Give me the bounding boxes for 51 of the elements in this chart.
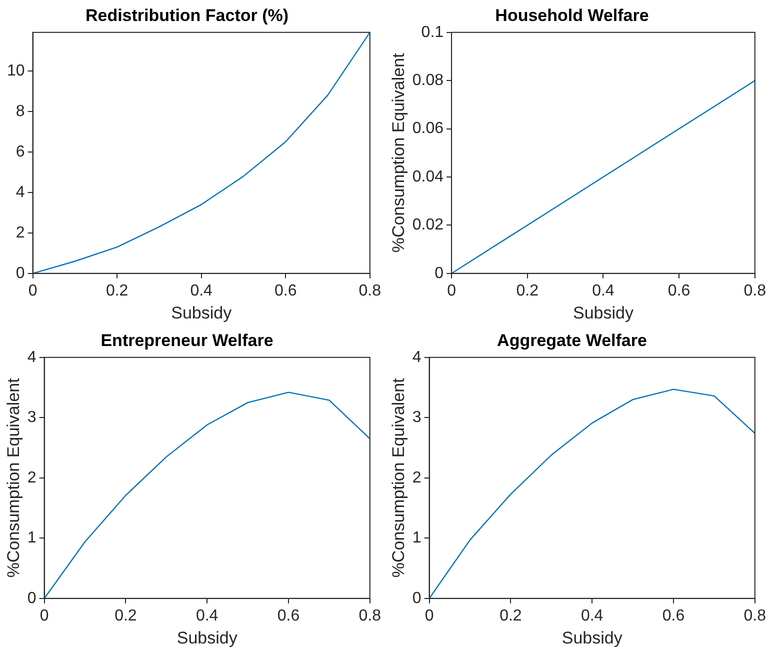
x-axis-title: Subsidy (176, 628, 238, 648)
x-tick-label: 0.2 (114, 607, 137, 624)
x-tick-label: 0 (447, 282, 456, 300)
y-tick-label: 0 (16, 264, 25, 282)
x-tick-label: 0.4 (580, 607, 604, 624)
chart-title: Household Welfare (495, 6, 649, 25)
x-tick-label: 0.4 (190, 282, 213, 300)
chart-title: Entrepreneur Welfare (100, 330, 274, 350)
x-tick-label: 0.8 (744, 607, 766, 624)
x-tick-label: 0.2 (106, 282, 128, 300)
x-tick-label: 0.6 (274, 282, 297, 300)
y-axis-title: %Consumption Equivalent (388, 378, 408, 578)
x-tick-label: 0.6 (277, 607, 300, 624)
x-tick-label: 0.6 (668, 282, 690, 300)
y-tick-label: 1 (412, 530, 422, 547)
chart-title: Redistribution Factor (%) (85, 6, 289, 25)
y-tick-label: 1 (27, 530, 36, 547)
y-tick-label: 4 (27, 348, 36, 366)
y-axis-title: %Consumption Equivalent (4, 378, 23, 578)
x-tick-label: 0.4 (196, 607, 218, 624)
x-tick-label: 0.8 (358, 282, 382, 300)
x-axis-title: Subsidy (572, 303, 634, 322)
chart-title: Aggregate Welfare (497, 330, 647, 350)
y-tick-label: 3 (412, 409, 422, 426)
y-tick-label: 8 (16, 102, 25, 120)
y-axis-title: %Consumption Equivalent (388, 52, 408, 253)
y-tick-label: 0 (434, 264, 444, 282)
x-tick-label: 0.8 (744, 282, 766, 300)
y-tick-label: 10 (7, 62, 25, 80)
y-tick-label: 0.1 (421, 24, 444, 41)
x-axis-title: Subsidy (562, 628, 623, 648)
x-tick-label: 0.8 (358, 607, 382, 624)
x-tick-label: 0.4 (592, 282, 614, 300)
y-tick-label: 6 (16, 143, 25, 160)
y-tick-label: 0 (27, 590, 36, 607)
x-tick-label: 0.6 (662, 607, 685, 624)
y-tick-label: 0 (412, 590, 422, 607)
x-tick-label: 0.2 (500, 607, 522, 624)
y-tick-label: 2 (27, 469, 36, 486)
x-axis-title: Subsidy (171, 303, 232, 322)
y-tick-label: 2 (16, 224, 25, 242)
y-tick-label: 4 (16, 184, 25, 201)
y-tick-label: 4 (412, 348, 422, 366)
y-tick-label: 0.02 (412, 216, 444, 234)
y-tick-label: 0.08 (412, 72, 444, 90)
y-tick-label: 0.06 (412, 120, 444, 138)
y-tick-label: 0.04 (412, 168, 444, 186)
x-tick-label: 0.2 (516, 282, 539, 300)
y-tick-label: 3 (27, 409, 36, 426)
y-tick-label: 2 (412, 469, 422, 486)
x-tick-label: 0 (40, 607, 49, 624)
